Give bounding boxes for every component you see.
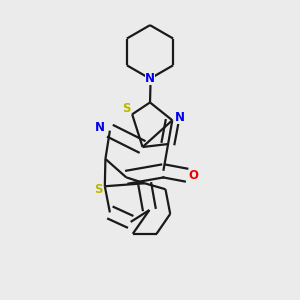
Text: N: N (145, 72, 155, 85)
Text: S: S (123, 103, 131, 116)
Text: O: O (189, 169, 199, 182)
Text: N: N (95, 121, 105, 134)
Text: S: S (94, 183, 103, 196)
Text: N: N (175, 111, 185, 124)
